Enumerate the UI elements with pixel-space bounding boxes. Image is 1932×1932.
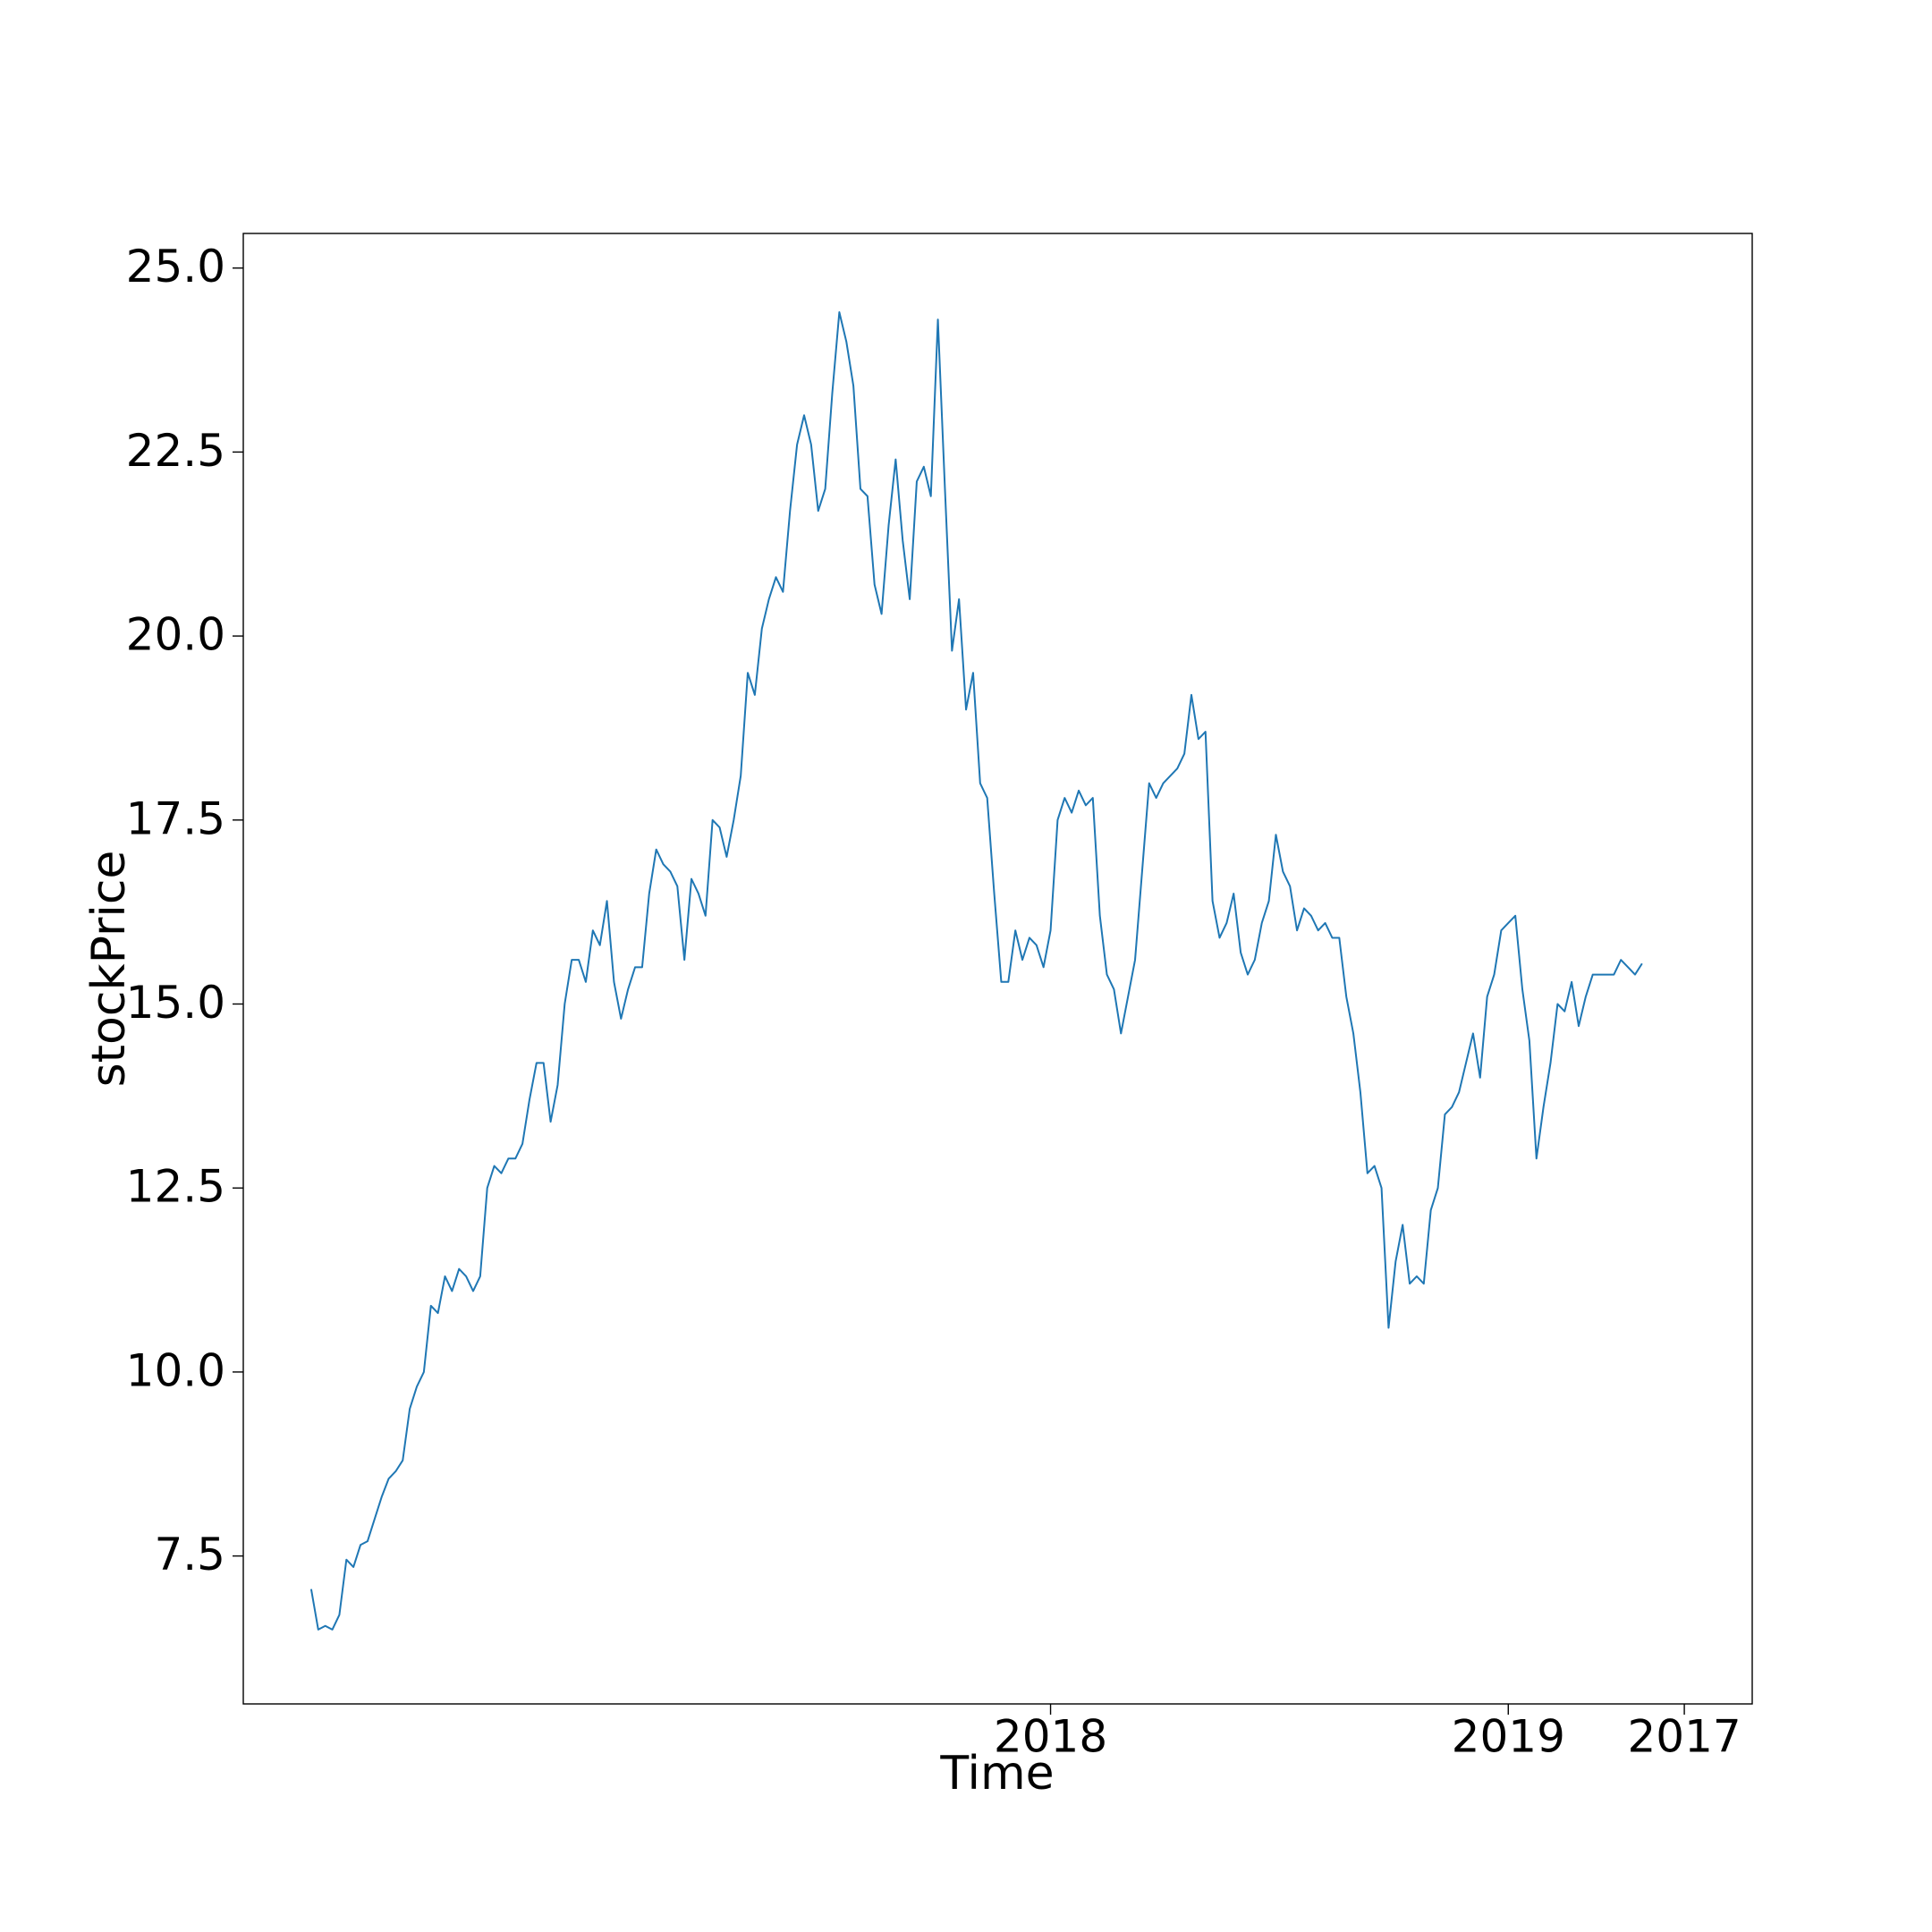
- y-tick-label: 20.0: [126, 609, 225, 661]
- y-tick-label: 17.5: [126, 792, 225, 844]
- x-tick-label: 2018: [994, 1711, 1107, 1763]
- y-tick-label: 10.0: [126, 1344, 225, 1396]
- y-tick-label: 15.0: [126, 977, 225, 1029]
- plot-frame: [242, 233, 1753, 1705]
- y-tick-label: 22.5: [126, 425, 225, 477]
- x-tick-label: 2019: [1452, 1711, 1565, 1763]
- y-tick-label: 7.5: [154, 1529, 225, 1580]
- y-tick-label: 12.5: [126, 1161, 225, 1213]
- y-axis-label: stockPrice: [82, 851, 136, 1088]
- x-axis-label: Time: [939, 1747, 1054, 1801]
- x-tick-label: 2017: [1627, 1711, 1741, 1763]
- price-line: [309, 311, 1643, 1631]
- y-tick-label: 25.0: [126, 241, 225, 292]
